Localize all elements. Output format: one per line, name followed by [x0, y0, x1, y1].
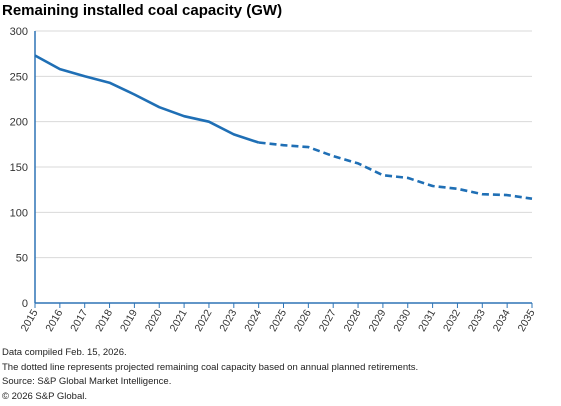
x-tick-label: 2022 — [192, 307, 214, 333]
x-tick-label: 2019 — [118, 307, 140, 333]
x-tick-label: 2030 — [391, 307, 413, 333]
x-tick-label: 2020 — [143, 307, 165, 333]
x-tick-label: 2016 — [43, 307, 65, 333]
y-tick-label: 150 — [10, 162, 28, 174]
series-line-projected — [258, 141, 533, 200]
x-tick-label: 2028 — [342, 307, 364, 333]
x-tick-label: 2015 — [19, 307, 41, 333]
chart-notes: Data compiled Feb. 15, 2026. The dotted … — [2, 346, 418, 404]
y-tick-label: 0 — [22, 298, 28, 310]
chart-title: Remaining installed coal capacity (GW) — [2, 2, 283, 19]
x-tick-label: 2032 — [441, 307, 463, 333]
y-tick-label: 250 — [10, 71, 28, 83]
x-tick-label: 2035 — [516, 307, 538, 333]
series-line-actual — [34, 54, 260, 144]
x-tick-label: 2023 — [217, 307, 239, 333]
note-source: Source: S&P Global Market Intelligence. — [2, 376, 172, 388]
x-tick-label: 2034 — [491, 307, 513, 333]
y-tick-label: 200 — [10, 117, 28, 129]
note-copyright: © 2026 S&P Global. — [2, 390, 87, 402]
x-tick-label: 2017 — [68, 307, 90, 333]
x-tick-label: 2025 — [267, 307, 289, 333]
x-tick-label: 2029 — [366, 307, 388, 333]
x-tick-label: 2026 — [292, 307, 314, 333]
x-tick-label: 2021 — [168, 307, 190, 333]
x-tick-label: 2024 — [242, 307, 264, 333]
x-tick-label: 2027 — [317, 307, 339, 333]
y-tick-label: 300 — [10, 26, 28, 38]
x-tick-label: 2031 — [416, 307, 438, 333]
note-dotted-line: The dotted line represents projected rem… — [2, 361, 419, 373]
x-tick-label: 2033 — [466, 307, 488, 333]
y-tick-label: 100 — [10, 207, 28, 219]
note-compiled: Data compiled Feb. 15, 2026. — [2, 347, 127, 358]
x-tick-label: 2018 — [93, 307, 115, 333]
y-tick-label: 50 — [16, 253, 28, 265]
